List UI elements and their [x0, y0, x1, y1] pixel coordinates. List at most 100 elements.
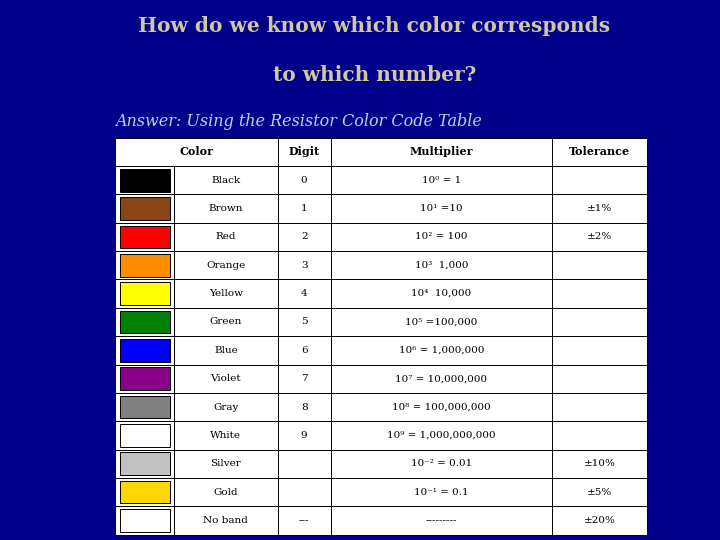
Bar: [174, 507, 277, 535]
Bar: [115, 421, 174, 449]
Bar: [277, 222, 330, 251]
Text: 7: 7: [301, 374, 307, 383]
Bar: [277, 449, 330, 478]
Bar: [277, 364, 330, 393]
Bar: [115, 393, 174, 421]
Bar: [552, 507, 647, 535]
Text: 10⁴  10,000: 10⁴ 10,000: [411, 289, 472, 298]
Bar: [552, 393, 647, 421]
Text: 10⁻² = 0.01: 10⁻² = 0.01: [411, 459, 472, 468]
Bar: [330, 222, 552, 251]
Bar: [330, 166, 552, 194]
Bar: [330, 194, 552, 222]
Text: Brown: Brown: [209, 204, 243, 213]
Bar: [120, 367, 169, 390]
Text: Red: Red: [216, 232, 236, 241]
Bar: [120, 169, 169, 192]
Text: Violet: Violet: [210, 374, 241, 383]
Text: 10² = 100: 10² = 100: [415, 232, 468, 241]
Text: White: White: [210, 431, 241, 440]
Bar: [552, 308, 647, 336]
Bar: [115, 478, 174, 507]
Bar: [277, 421, 330, 449]
Bar: [174, 166, 277, 194]
Bar: [174, 194, 277, 222]
Bar: [330, 478, 552, 507]
Bar: [174, 280, 277, 308]
Text: 9: 9: [301, 431, 307, 440]
Bar: [277, 308, 330, 336]
Bar: [330, 364, 552, 393]
Bar: [120, 453, 169, 475]
Text: Yellow: Yellow: [209, 289, 243, 298]
Bar: [120, 424, 169, 447]
Bar: [277, 251, 330, 280]
Bar: [330, 393, 552, 421]
Bar: [174, 222, 277, 251]
Text: ±2%: ±2%: [587, 232, 612, 241]
Bar: [330, 280, 552, 308]
Text: ---------: ---------: [426, 516, 457, 525]
Bar: [277, 336, 330, 364]
Text: 2: 2: [301, 232, 307, 241]
Text: ±20%: ±20%: [583, 516, 616, 525]
Text: 10³  1,000: 10³ 1,000: [415, 261, 468, 270]
Text: 10⁸ = 100,000,000: 10⁸ = 100,000,000: [392, 402, 491, 411]
Bar: [277, 194, 330, 222]
Bar: [115, 449, 174, 478]
Text: 10⁰ = 1: 10⁰ = 1: [422, 176, 461, 185]
Text: Blue: Blue: [214, 346, 238, 355]
Bar: [115, 507, 174, 535]
Bar: [115, 138, 277, 166]
Text: Black: Black: [212, 176, 240, 185]
Text: ±10%: ±10%: [583, 459, 616, 468]
Bar: [174, 478, 277, 507]
Text: No band: No band: [204, 516, 248, 525]
Bar: [552, 364, 647, 393]
Text: How do we know which color corresponds: How do we know which color corresponds: [138, 16, 611, 36]
Bar: [174, 449, 277, 478]
Text: 10¹ =10: 10¹ =10: [420, 204, 463, 213]
Text: ---: ---: [299, 516, 310, 525]
Bar: [277, 280, 330, 308]
Bar: [552, 138, 647, 166]
Text: Gray: Gray: [213, 402, 238, 411]
Text: Green: Green: [210, 318, 242, 327]
Bar: [552, 166, 647, 194]
Bar: [174, 421, 277, 449]
Bar: [277, 138, 330, 166]
Bar: [330, 449, 552, 478]
Bar: [552, 194, 647, 222]
Text: Multiplier: Multiplier: [410, 146, 473, 157]
Text: 10⁹ = 1,000,000,000: 10⁹ = 1,000,000,000: [387, 431, 495, 440]
Text: Color: Color: [179, 146, 213, 157]
Bar: [552, 478, 647, 507]
Bar: [115, 251, 174, 280]
Text: ±1%: ±1%: [587, 204, 612, 213]
Bar: [174, 336, 277, 364]
Bar: [174, 364, 277, 393]
Text: Answer: Using the Resistor Color Code Table: Answer: Using the Resistor Color Code Ta…: [115, 113, 482, 130]
Text: 3: 3: [301, 261, 307, 270]
Bar: [120, 226, 169, 248]
Bar: [174, 393, 277, 421]
Text: 0: 0: [301, 176, 307, 185]
Bar: [120, 197, 169, 220]
Bar: [115, 280, 174, 308]
Bar: [120, 310, 169, 333]
Text: ±5%: ±5%: [587, 488, 612, 497]
Bar: [277, 393, 330, 421]
Bar: [330, 138, 552, 166]
Bar: [115, 336, 174, 364]
Text: 10⁷ = 10,000,000: 10⁷ = 10,000,000: [395, 374, 487, 383]
Text: 1: 1: [301, 204, 307, 213]
Bar: [330, 507, 552, 535]
Text: Silver: Silver: [210, 459, 241, 468]
Bar: [115, 194, 174, 222]
Bar: [552, 421, 647, 449]
Bar: [552, 449, 647, 478]
Text: 10⁶ = 1,000,000: 10⁶ = 1,000,000: [399, 346, 484, 355]
Bar: [330, 308, 552, 336]
Bar: [174, 308, 277, 336]
Bar: [120, 481, 169, 503]
